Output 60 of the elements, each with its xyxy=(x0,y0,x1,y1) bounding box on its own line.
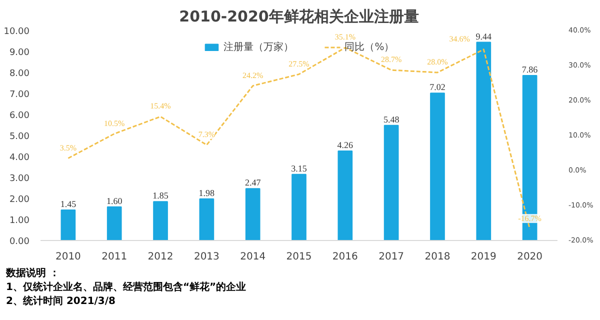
data-label: 1.45 xyxy=(60,199,77,210)
x-tick-label: 2014 xyxy=(240,252,266,262)
bar xyxy=(106,206,122,240)
data-label: 15.4% xyxy=(150,102,172,111)
data-label: 27.5% xyxy=(288,59,310,68)
bar xyxy=(338,150,353,240)
x-tick-label: 2011 xyxy=(102,252,128,262)
bar xyxy=(245,188,260,240)
data-label: 28.7% xyxy=(380,55,402,64)
chart-title: 2010-2020年鲜花相关企业注册量 xyxy=(179,8,419,26)
y-tick-label: 6.00 xyxy=(9,111,30,121)
x-tick-label: 2019 xyxy=(470,252,496,262)
y-tick-label: 7.00 xyxy=(9,90,30,100)
text: 数据说明 ： xyxy=(6,268,60,279)
legend-label: 同比（%） xyxy=(344,40,394,54)
y-tick-label: 9.00 xyxy=(9,48,30,58)
x-tick-label: 2018 xyxy=(424,252,450,262)
bar xyxy=(60,210,76,240)
y-tick-label: 5.00 xyxy=(9,132,30,142)
data-label: 28.0% xyxy=(427,58,448,66)
bar xyxy=(384,124,399,240)
data-label: 7.02 xyxy=(430,82,446,92)
bar xyxy=(476,42,492,240)
data-label: 3.5% xyxy=(60,143,77,152)
x-tick-label: 2013 xyxy=(194,252,220,262)
data-label: 7.86 xyxy=(522,64,538,74)
x-tick-label: 2010 xyxy=(55,252,81,262)
data-label: 35.1% xyxy=(334,32,356,42)
y-tick-label: 2.00 xyxy=(9,195,30,205)
y-tick-label: 4.00 xyxy=(9,153,30,163)
x-tick-label: 2012 xyxy=(148,252,174,262)
data-label: 1.85 xyxy=(152,190,169,201)
bar xyxy=(292,174,306,240)
y-tick-label: 3.00 xyxy=(9,174,30,184)
data-label: 24.2% xyxy=(242,70,264,80)
data-label: 4.26 xyxy=(337,140,354,150)
y-tick-label: 0.00 xyxy=(9,237,30,247)
data-label: -16.7% xyxy=(518,214,542,223)
bar xyxy=(430,92,445,240)
text: 2、统计时间 2021/3/8 xyxy=(6,296,116,307)
x-tick-label: 2017 xyxy=(378,252,404,262)
data-label: 9.44 xyxy=(476,31,492,42)
data-label: 1.60 xyxy=(106,196,123,206)
bar xyxy=(153,201,168,240)
bar xyxy=(199,198,214,240)
x-tick-label: 2016 xyxy=(332,252,358,262)
data-label: 10.5% xyxy=(104,118,126,128)
data-label: 7.3% xyxy=(198,130,216,139)
data-label: 3.15 xyxy=(291,163,308,174)
y-tick-label: 10.00 xyxy=(4,27,30,37)
y-tick-label: 1.00 xyxy=(9,216,30,226)
data-label: 1.98 xyxy=(198,188,216,198)
legend-label: 注册量（万家） xyxy=(224,40,294,54)
text: 1、仅统计企业名、品牌、经营范围包含“鲜花”的企业 xyxy=(6,282,246,293)
data-label: 5.48 xyxy=(383,114,400,124)
data-label: 34.6% xyxy=(449,34,470,44)
x-tick-label: 2020 xyxy=(517,252,543,262)
x-tick-label: 2015 xyxy=(286,252,312,262)
data-label: 2.47 xyxy=(244,178,262,188)
y-tick-label: 8.00 xyxy=(9,69,30,79)
